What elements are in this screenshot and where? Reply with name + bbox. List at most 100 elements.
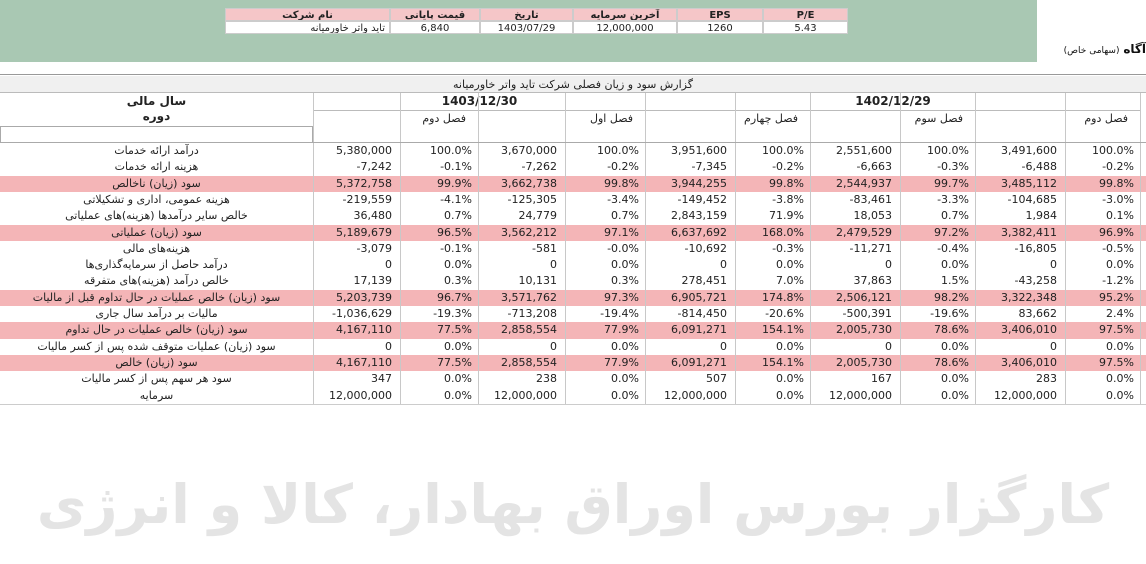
cell-percent: 100.0%	[1092, 144, 1134, 157]
row-label: سرمایه	[139, 388, 174, 402]
cell-percent: 95.2%	[1099, 290, 1134, 304]
label-header: سال مالی	[126, 94, 187, 108]
cell-value: 3,562,212	[501, 225, 557, 239]
cell-value: 18,053	[853, 209, 893, 223]
cell-value: 0	[385, 258, 392, 272]
cell-percent: 0.0%	[941, 339, 969, 353]
cell-percent: 100.0%	[597, 144, 639, 157]
cell-value: 6,091,271	[671, 355, 727, 369]
info-header: آخرین سرمایه	[573, 8, 677, 21]
cell-percent: -0.4%	[937, 241, 969, 255]
cell-percent: 78.6%	[934, 323, 969, 337]
grid-line	[735, 93, 736, 404]
cell-value: 17,139	[353, 274, 393, 288]
cell-value: -83,461	[849, 192, 892, 206]
cell-value: 6,637,692	[671, 225, 727, 239]
grid-line	[975, 93, 976, 404]
cell-value: 1,984	[1025, 209, 1058, 223]
cell-value: -6,488	[1021, 160, 1057, 174]
cell-percent: -4.1%	[440, 192, 472, 206]
cell-value: 2,479,529	[836, 225, 892, 239]
cell-percent: 71.9%	[769, 209, 804, 223]
cell-value: -581	[532, 241, 557, 255]
cell-value: 0	[1050, 339, 1057, 353]
cell-value: 0	[1050, 258, 1057, 272]
row-label: سود (زیان) ناخالص	[112, 176, 201, 190]
row-label: سود هر سهم پس از کسر مالیات	[81, 372, 232, 386]
blank-cell	[0, 126, 313, 143]
cell-percent: 97.3%	[604, 290, 639, 304]
cell-percent: -0.2%	[607, 160, 639, 174]
cell-value: 0	[885, 339, 892, 353]
row-label: هزینه عمومی، اداری و تشکیلاتی	[83, 192, 230, 206]
cell-value: 12,000,000	[829, 388, 892, 402]
cell-value: 3,670,000	[501, 144, 557, 157]
cell-value: 2,858,554	[501, 355, 557, 369]
cell-value: 12,000,000	[329, 388, 392, 402]
cell-percent: 97.1%	[604, 225, 639, 239]
cell-value: 278,451	[681, 274, 728, 288]
info-value: 6,840	[390, 21, 480, 34]
grid-line	[1140, 93, 1141, 404]
cell-percent: 0.0%	[776, 258, 804, 272]
cell-value: -125,305	[507, 192, 557, 206]
grid-line	[900, 93, 901, 404]
grid-line	[810, 93, 811, 404]
logo: آگاه (سهامی خاص)	[1048, 38, 1146, 60]
cell-value: -713,208	[507, 307, 557, 320]
quarter-header: فصل اول	[478, 110, 645, 126]
quarter-header: فصل سوم	[810, 110, 975, 126]
grid-line	[400, 93, 401, 404]
cell-percent: 0.7%	[444, 209, 472, 223]
cell-percent: 0.0%	[1106, 372, 1134, 386]
cell-value: 0	[385, 339, 392, 353]
cell-percent: -0.3%	[937, 160, 969, 174]
cell-percent: 0.0%	[941, 258, 969, 272]
cell-percent: 0.0%	[1106, 258, 1134, 272]
cell-percent: 0.0%	[444, 339, 472, 353]
info-header: تاریخ	[480, 8, 573, 21]
cell-percent: 97.5%	[1099, 355, 1134, 369]
info-value: 1260	[677, 21, 763, 34]
cell-percent: 0.0%	[776, 372, 804, 386]
cell-percent: -0.2%	[1102, 160, 1134, 174]
cell-value: 3,944,255	[671, 176, 727, 190]
cell-percent: 0.1%	[1106, 209, 1134, 223]
cell-percent: 77.9%	[604, 355, 639, 369]
cell-percent: 0.0%	[941, 372, 969, 386]
highlight-row	[0, 175, 1146, 192]
cell-percent: 0.0%	[444, 388, 472, 402]
cell-percent: -3.8%	[772, 192, 804, 206]
cell-value: 347	[371, 372, 392, 386]
cell-value: 2,858,554	[501, 323, 557, 337]
info-header: نام شرکت	[225, 8, 390, 21]
cell-value: 3,662,738	[501, 176, 557, 190]
cell-value: -43,258	[1014, 274, 1057, 288]
grid-line	[1065, 93, 1066, 404]
logo-suffix: (سهامی خاص)	[1063, 46, 1120, 56]
cell-percent: 96.5%	[437, 225, 472, 239]
cell-percent: 154.1%	[762, 355, 804, 369]
cell-value: 0	[720, 339, 727, 353]
cell-value: 12,000,000	[994, 388, 1057, 402]
cell-percent: 7.0%	[776, 274, 804, 288]
cell-percent: 0.0%	[941, 388, 969, 402]
cell-percent: 0.0%	[611, 372, 639, 386]
cell-value: 3,571,762	[501, 290, 557, 304]
cell-value: 0	[550, 258, 557, 272]
cell-value: -7,345	[691, 160, 727, 174]
cell-percent: 99.8%	[769, 176, 804, 190]
cell-percent: 100.0%	[762, 144, 804, 157]
info-header: P/E	[763, 8, 848, 21]
cell-value: 2,843,159	[671, 209, 727, 223]
cell-percent: 0.0%	[776, 339, 804, 353]
cell-percent: 0.7%	[941, 209, 969, 223]
cell-value: 5,372,758	[336, 176, 392, 190]
cell-value: 0	[720, 258, 727, 272]
cell-value: 3,406,010	[1001, 323, 1057, 337]
info-header: قیمت پایانی	[390, 8, 480, 21]
row-label: خالص سایر درآمدها (هزینه)های عملیاتی	[65, 209, 248, 223]
cell-value: 3,322,348	[1001, 290, 1057, 304]
cell-value: 10,131	[518, 274, 558, 288]
